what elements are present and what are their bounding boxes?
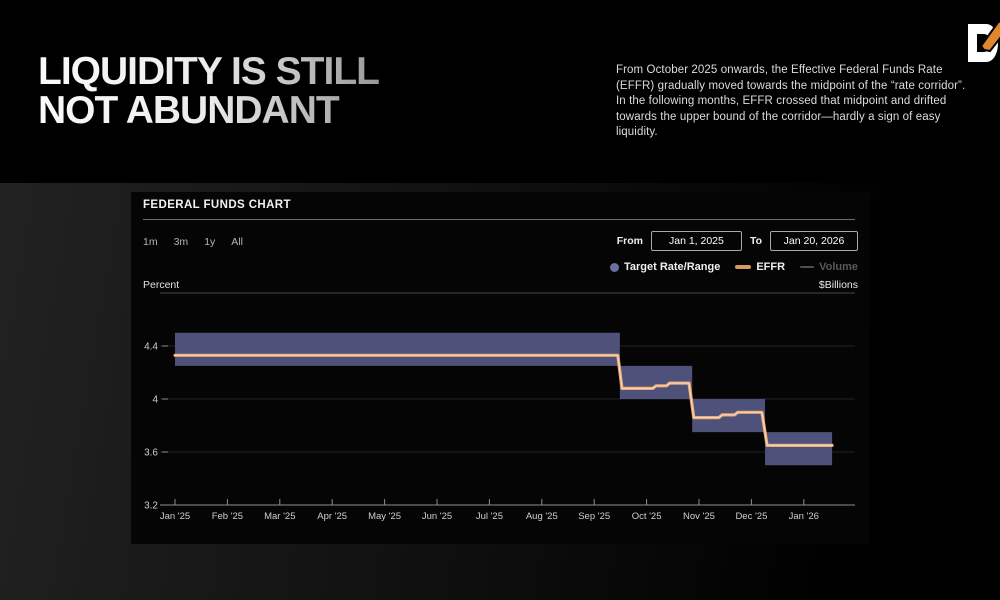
legend-item-target-rate-range[interactable]: Target Rate/Range [609, 261, 721, 273]
x-tick-label: Jan '26 [789, 511, 819, 522]
range-button-3m[interactable]: 3m [173, 236, 189, 248]
legend-label: Volume [819, 261, 858, 273]
x-tick-label: Jul '25 [476, 511, 503, 522]
range-button-1y[interactable]: 1y [204, 236, 216, 248]
target-range-band [765, 432, 833, 466]
range-button-1m[interactable]: 1m [143, 236, 158, 248]
x-tick-label: Aug '25 [526, 511, 558, 522]
x-tick-label: Feb '25 [212, 511, 243, 522]
legend-label: EFFR [756, 261, 786, 273]
x-tick-label: Oct '25 [632, 511, 662, 522]
to-date-input[interactable]: Jan 20, 2026 [770, 231, 858, 251]
header-band: LIQUIDITY IS STILL NOT ABUNDANT From Octo… [0, 0, 1000, 183]
page-title: LIQUIDITY IS STILL NOT ABUNDANT [38, 52, 379, 130]
x-tick-label: Nov '25 [683, 511, 715, 522]
x-tick-label: Apr '25 [317, 511, 347, 522]
from-label: From [616, 235, 643, 247]
x-tick-label: Dec '25 [735, 511, 767, 522]
page-title-line2: NOT ABUNDANT [38, 89, 339, 132]
chart-card: FEDERAL FUNDS CHART 1m 3m 1y All From Jan 1… [131, 192, 870, 544]
brand-logo-icon [968, 19, 1000, 62]
legend-swatch-icon [800, 266, 815, 268]
header-description: From October 2025 onwards, the Effective… [616, 64, 966, 138]
x-tick-label: May '25 [368, 511, 401, 522]
from-date-input[interactable]: Jan 1, 2025 [650, 231, 742, 251]
x-tick-label: Sep '25 [578, 511, 610, 522]
effr-line-core [174, 354, 833, 446]
legend-item-volume[interactable]: Volume [800, 261, 858, 273]
date-filter: From Jan 1, 2025 To Jan 20, 2026 [617, 231, 858, 251]
page-title-line1: LIQUIDITY IS STILL [38, 50, 379, 93]
legend-swatch-icon [735, 265, 752, 269]
left-axis-caption: Percent [143, 279, 180, 291]
x-tick-label: Jun '25 [422, 511, 452, 522]
legend-item-effr[interactable]: EFFR [735, 261, 785, 273]
y-tick-label: 4 [152, 395, 158, 406]
range-button-all[interactable]: All [231, 236, 243, 248]
target-range-band [175, 332, 620, 366]
chart-legend: Target Rate/Range EFFR Volume [609, 261, 858, 273]
x-tick-label: Jan '25 [160, 511, 190, 522]
x-tick-label: Mar '25 [264, 511, 295, 522]
y-tick-label: 3.6 [144, 448, 158, 459]
y-tick-label: 4.4 [144, 342, 158, 353]
right-axis-caption: $Billions [818, 279, 858, 291]
range-buttons: 1m 3m 1y All [143, 236, 243, 248]
y-tick-label: 3.2 [144, 501, 158, 512]
brand-logo [964, 19, 1000, 66]
chart-card-title: FEDERAL FUNDS CHART [143, 199, 291, 211]
federal-funds-chart: Jan '25 Feb '25 Mar '25 Apr '25 May '25 Jun '… [144, 292, 855, 522]
legend-swatch-icon [609, 262, 619, 272]
legend-label: Target Rate/Range [623, 261, 721, 273]
chart-card-divider [143, 219, 855, 220]
to-label: To [749, 235, 762, 247]
content-band: FEDERAL FUNDS CHART 1m 3m 1y All From Jan 1… [0, 183, 1000, 600]
